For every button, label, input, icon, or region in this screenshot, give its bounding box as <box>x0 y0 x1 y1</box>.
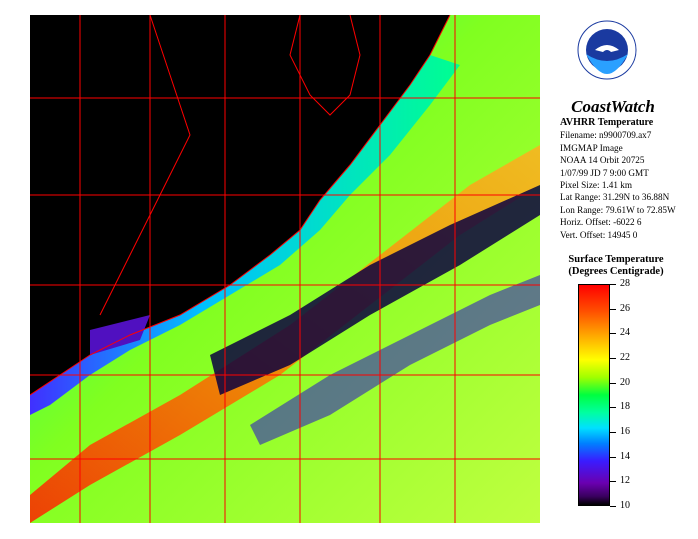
color-bar-tick <box>610 358 616 359</box>
color-bar-tick <box>610 432 616 433</box>
meta-pixel-size: Pixel Size: 1.41 km <box>560 180 632 191</box>
color-bar-tick-label: 14 <box>620 451 630 462</box>
coastline <box>30 15 451 396</box>
color-bar-tick <box>610 309 616 310</box>
color-bar-tick-label: 22 <box>620 352 630 363</box>
coastal-cold-band <box>30 55 460 415</box>
meta-title: AVHRR Temperature <box>560 117 654 128</box>
noaa-logo-icon <box>577 20 637 80</box>
color-bar-tick <box>610 506 616 507</box>
legend-title-line2: (Degrees Centigrade) <box>568 266 664 277</box>
metadata-panel: AVHRR Temperature Filename: n9900709.ax7… <box>560 117 696 241</box>
color-bar-tick-label: 16 <box>620 426 630 437</box>
color-bar-tick <box>610 284 616 285</box>
meta-filename: Filename: n9900709.ax7 <box>560 130 652 141</box>
color-bar <box>578 284 610 506</box>
meta-date: 1/07/99 JD 7 9:00 GMT <box>560 167 649 178</box>
land <box>30 15 450 395</box>
meta-orbit: NOAA 14 Orbit 20725 <box>560 155 645 166</box>
color-bar-tick <box>610 333 616 334</box>
color-bar-tick <box>610 481 616 482</box>
deep-cold-patch <box>90 315 150 355</box>
color-bar-tick <box>610 457 616 458</box>
color-bar-tick-label: 18 <box>620 401 630 412</box>
color-bar-tick-label: 20 <box>620 377 630 388</box>
meta-vert-offset: Vert. Offset: 14945 0 <box>560 229 638 240</box>
color-bar-tick-label: 26 <box>620 303 630 314</box>
color-bar-tick <box>610 383 616 384</box>
lat-lon-grid <box>30 15 540 523</box>
meta-lon-range: Lon Range: 79.61W to 72.85W <box>560 204 676 215</box>
meta-lat-range: Lat Range: 31.29N to 36.88N <box>560 192 670 203</box>
sst-map <box>30 15 540 523</box>
color-bar-tick-label: 24 <box>620 327 630 338</box>
cloud-band <box>210 185 540 395</box>
legend-title: Surface Temperature (Degrees Centigrade) <box>546 254 686 278</box>
color-bar-tick-label: 10 <box>620 500 630 511</box>
color-bar-tick-label: 12 <box>620 475 630 486</box>
cloud-band-2 <box>250 275 540 445</box>
color-bar-tick-label: 28 <box>620 278 630 289</box>
brand-title: CoastWatch <box>571 97 655 116</box>
legend-title-line1: Surface Temperature <box>568 254 664 265</box>
meta-horiz-offset: Horiz. Offset: -6022 6 <box>560 217 642 228</box>
meta-image-type: IMGMAP Image <box>560 142 623 153</box>
color-bar-tick <box>610 407 616 408</box>
